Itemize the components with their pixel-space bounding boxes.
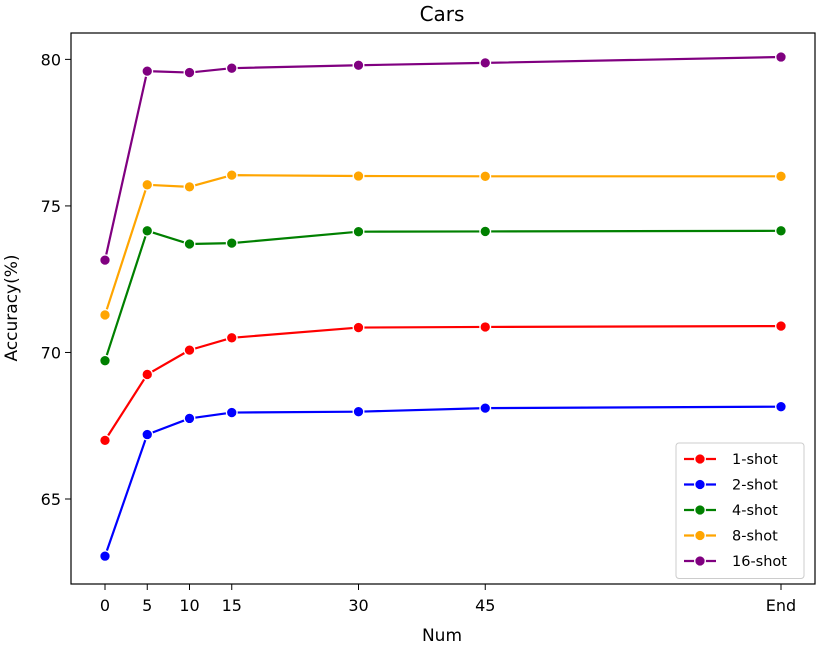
y-tick-label: 75: [41, 197, 61, 216]
series-line: [103, 229, 782, 362]
data-point: [141, 368, 154, 381]
data-point: [775, 224, 787, 237]
series-1-shot: [99, 320, 787, 447]
data-point: [352, 59, 365, 72]
legend-label: 1-shot: [732, 452, 778, 468]
x-tick-label: 15: [222, 596, 242, 615]
data-point: [99, 254, 111, 267]
legend-marker: [694, 453, 706, 465]
data-point: [183, 180, 196, 193]
x-tick-label: 30: [348, 596, 368, 615]
legend: 1-shot 2-shot 4-shot 8-shot 16-shot: [675, 442, 805, 579]
data-point: [352, 225, 365, 238]
series-line: [103, 55, 782, 261]
data-point: [99, 354, 111, 367]
data-point: [479, 402, 492, 415]
legend-box: [675, 442, 805, 579]
data-point: [225, 406, 238, 419]
series-line: [103, 174, 781, 316]
data-point: [479, 56, 492, 69]
data-point: [775, 170, 787, 183]
y-axis: 65 70 75 80: [41, 50, 71, 509]
x-tick-label: 45: [475, 596, 495, 615]
data-point: [352, 405, 365, 418]
legend-item: 1-shot: [684, 452, 778, 468]
legend-label: 4-shot: [732, 503, 778, 519]
data-point: [225, 331, 238, 344]
x-tick-label: 10: [179, 596, 199, 615]
x-tick-label: 5: [142, 596, 152, 615]
data-point: [225, 62, 238, 75]
series-4-shot: [99, 224, 787, 367]
chart-title: Cars: [420, 2, 465, 26]
series-2-shot: [99, 400, 787, 563]
legend-marker: [694, 529, 706, 542]
series-layer: [99, 51, 787, 563]
data-point: [141, 428, 154, 441]
data-point: [775, 320, 787, 333]
data-point: [775, 51, 787, 63]
y-tick-label: 70: [41, 343, 61, 362]
data-point: [183, 412, 196, 425]
series-16-shot: [99, 51, 787, 267]
data-point: [225, 169, 238, 182]
series-8-shot: [99, 169, 787, 321]
data-point: [183, 344, 196, 357]
data-point: [225, 237, 238, 250]
data-point: [479, 170, 492, 183]
data-point: [141, 224, 154, 237]
data-point: [99, 308, 111, 321]
legend-label: 2-shot: [732, 478, 778, 494]
data-point: [141, 178, 154, 191]
data-point: [352, 321, 365, 334]
legend-item: 8-shot: [684, 529, 778, 545]
data-point: [479, 321, 492, 333]
x-axis-label: Num: [422, 626, 462, 646]
legend-marker: [694, 555, 706, 567]
data-point: [183, 238, 196, 250]
legend-label: 8-shot: [732, 529, 778, 545]
data-point: [352, 170, 365, 182]
x-tick-label: End: [766, 596, 796, 615]
legend-marker: [694, 478, 706, 491]
legend-marker: [694, 504, 706, 516]
y-axis-label: Accuracy(%): [2, 254, 22, 361]
legend-item: 2-shot: [684, 478, 778, 494]
x-tick-label: 0: [100, 596, 110, 615]
data-point: [99, 434, 111, 447]
data-point: [141, 65, 154, 78]
data-point: [99, 550, 111, 563]
data-point: [183, 66, 196, 79]
legend-item: 4-shot: [684, 503, 778, 519]
plot-frame: [70, 32, 816, 585]
series-line: [104, 324, 782, 441]
y-tick-label: 80: [41, 50, 61, 69]
data-point: [775, 400, 787, 413]
legend-item: 16-shot: [684, 554, 787, 570]
data-point: [479, 225, 492, 238]
legend-label: 16-shot: [732, 554, 787, 570]
x-axis: 0 5 10 15 30 45 End: [100, 584, 796, 615]
y-tick-label: 65: [41, 490, 61, 509]
